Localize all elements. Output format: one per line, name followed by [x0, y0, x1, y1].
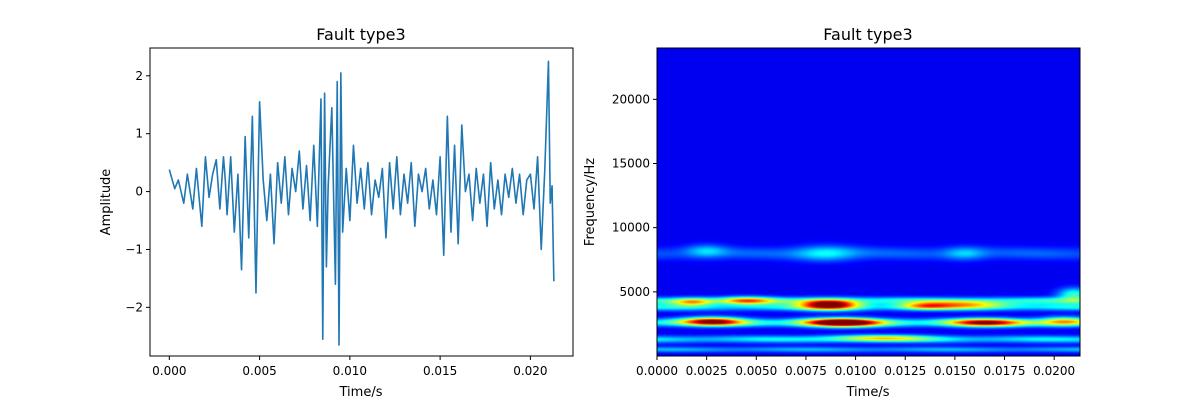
x-tick-label: 0.0150: [934, 364, 976, 378]
x-tick-label: 0.020: [513, 364, 547, 378]
x-tick-label: 0.0100: [835, 364, 877, 378]
spectrogram-x-label: Time/s: [846, 385, 890, 400]
x-tick-label: 0.0025: [686, 364, 728, 378]
y-tick-label: 0: [135, 185, 143, 199]
line-plot-x-ticks: 0.000 0.005 0.010 0.015 0.020: [152, 356, 548, 378]
spectrogram-panel: Fault type3 0.0000 0.0025 0.0050 0.0075 0.01…: [583, 25, 1081, 400]
y-tick-label: −2: [125, 300, 143, 314]
x-tick-label: 0.0200: [1033, 364, 1075, 378]
spectrogram-y-label: Frequency/Hz: [583, 158, 598, 246]
x-tick-label: 0.015: [423, 364, 457, 378]
x-tick-label: 0.0075: [785, 364, 827, 378]
x-tick-label: 0.010: [333, 364, 367, 378]
spectrogram-x-ticks: 0.0000 0.0025 0.0050 0.0075 0.0100 0.0125 0.01…: [636, 356, 1075, 378]
x-tick-label: 0.0125: [884, 364, 926, 378]
y-tick-label: −1: [125, 242, 143, 256]
line-plot-y-ticks: −2 −1 0 1 2: [125, 69, 150, 314]
spectrogram-heatmap: [657, 48, 1080, 356]
y-tick-label: 10000: [612, 221, 650, 235]
y-tick-label: 5000: [619, 285, 650, 299]
x-tick-label: 0.005: [242, 364, 276, 378]
line-plot-x-label: Time/s: [339, 385, 383, 400]
line-plot-frame: [149, 47, 574, 357]
y-tick-label: 2: [135, 69, 143, 83]
amplitude-series-line: [168, 60, 555, 346]
x-tick-label: 0.000: [152, 364, 186, 378]
x-tick-label: 0.0000: [636, 364, 678, 378]
x-tick-label: 0.0050: [735, 364, 777, 378]
x-tick-label: 0.0175: [984, 364, 1026, 378]
spectrogram-y-ticks: 5000 10000 15000 20000: [612, 92, 657, 299]
spectrogram-title: Fault type3: [823, 25, 912, 44]
line-plot-panel: Fault type3 0.000 0.005 0.010 0.015 0.020 −2…: [99, 25, 574, 400]
line-plot-area: [168, 60, 555, 346]
spectrogram-image-container: [657, 48, 1080, 356]
line-plot-title: Fault type3: [316, 25, 405, 44]
spectrogram-frame: [656, 47, 1081, 357]
line-plot-y-label: Amplitude: [99, 169, 114, 236]
y-tick-label: 1: [135, 127, 143, 141]
y-tick-label: 20000: [612, 92, 650, 106]
y-tick-label: 15000: [612, 157, 650, 171]
